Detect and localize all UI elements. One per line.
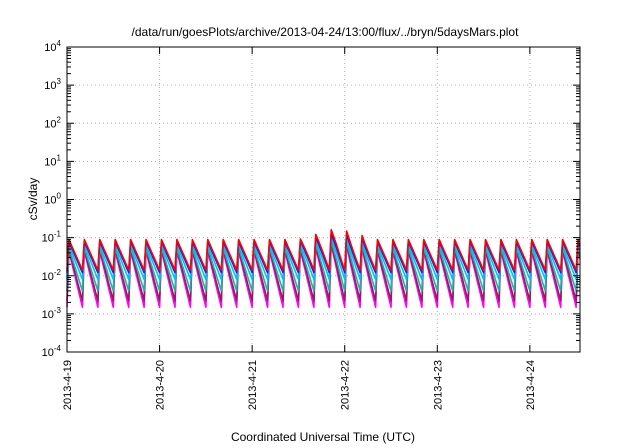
x-tick-label: 2013-4-21 — [247, 360, 259, 410]
y-axis-label: cSv/day — [26, 178, 40, 221]
series-line — [66, 229, 581, 272]
series-line — [66, 232, 581, 274]
x-tick-label: 2013-4-19 — [62, 360, 74, 410]
y-tick-label: 101 — [44, 153, 61, 168]
chart-title: /data/run/goesPlots/archive/2013-04-24/1… — [132, 25, 520, 39]
x-tick-label: 2013-4-23 — [432, 360, 444, 410]
y-tick-label: 100 — [44, 192, 61, 207]
x-axis: 2013-4-19 2013-4-20 2013-4-21 2013-4-22 2013… — [62, 47, 537, 410]
y-tick-label: 10-2 — [42, 268, 62, 283]
series-group — [66, 229, 581, 309]
y-tick-label: 103 — [44, 77, 61, 92]
y-tick-label: 10-3 — [42, 306, 62, 321]
x-axis-label: Coordinated Universal Time (UTC) — [231, 430, 415, 444]
y-tick-label: 10-4 — [42, 344, 62, 359]
series-line — [66, 236, 581, 281]
x-tick-label: 2013-4-22 — [340, 360, 352, 410]
x-tick-label: 2013-4-24 — [525, 360, 537, 410]
series-line — [66, 240, 581, 292]
y-axis: 10-4 10-3 10-2 10-1 100 101 102 103 104 — [42, 39, 580, 359]
y-tick-label: 102 — [44, 115, 61, 130]
y-tick-label: 104 — [44, 39, 61, 54]
y-tick-label: 10-1 — [42, 230, 62, 245]
series-line — [66, 242, 581, 302]
series-line — [66, 244, 581, 309]
x-tick-label: 2013-4-20 — [155, 360, 167, 410]
